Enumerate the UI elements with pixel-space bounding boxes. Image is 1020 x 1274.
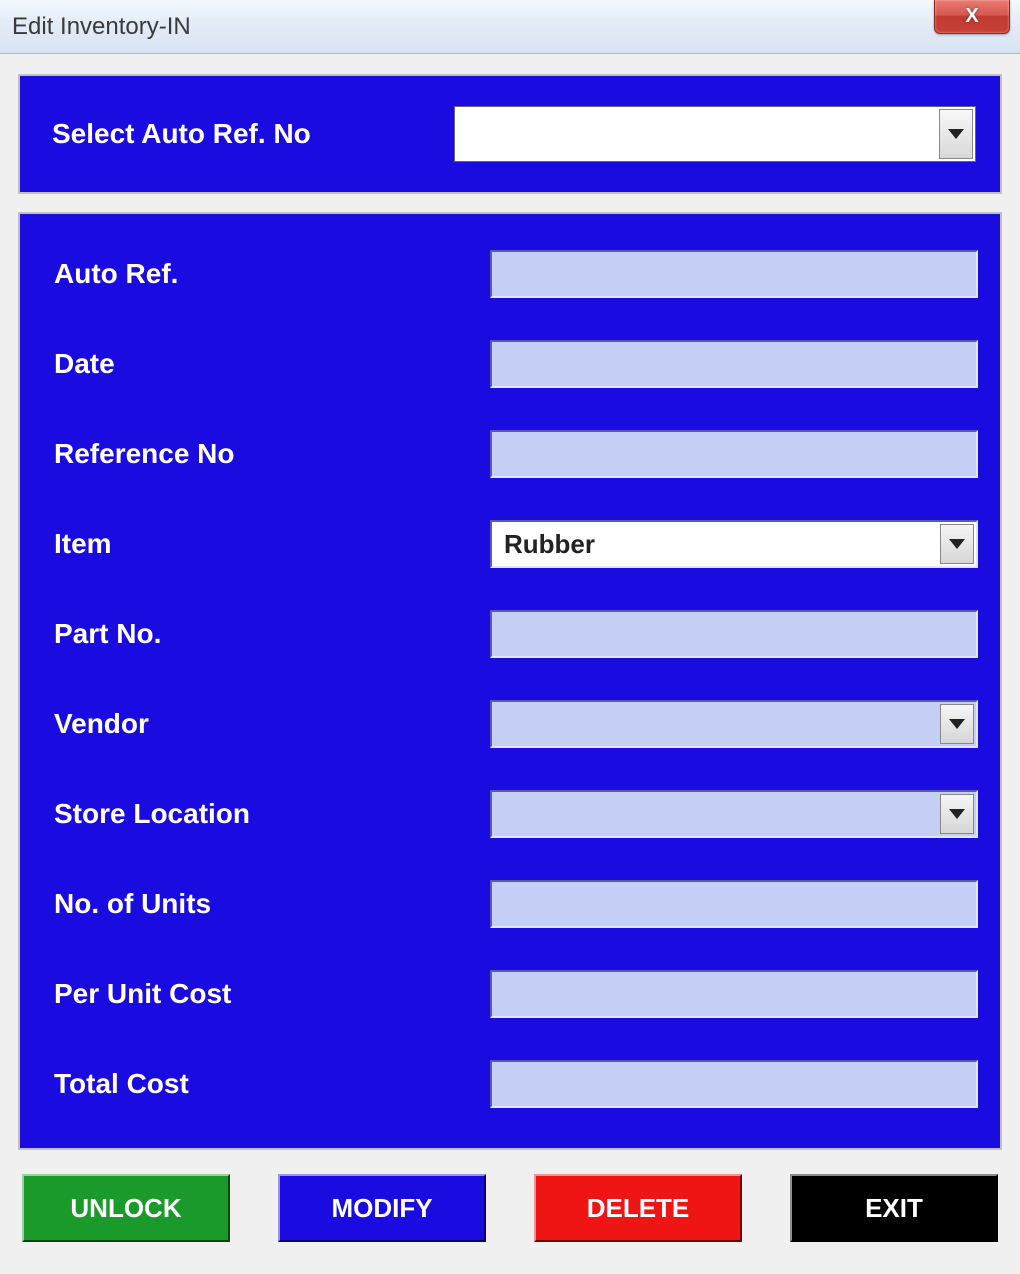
- input-total-cost[interactable]: [490, 1060, 978, 1108]
- exit-button[interactable]: EXIT: [790, 1174, 998, 1242]
- close-button[interactable]: X: [934, 0, 1010, 34]
- combo-item[interactable]: Rubber: [490, 520, 978, 568]
- label-date: Date: [50, 348, 490, 380]
- row-part-no: Part No.: [50, 608, 978, 660]
- label-units: No. of Units: [50, 888, 490, 920]
- label-total-cost: Total Cost: [50, 1068, 490, 1100]
- row-item: Item Rubber: [50, 518, 978, 570]
- select-ref-combo[interactable]: [454, 106, 976, 162]
- input-unit-cost[interactable]: [490, 970, 978, 1018]
- titlebar: Edit Inventory-IN X: [0, 0, 1020, 54]
- select-ref-panel: Select Auto Ref. No: [18, 74, 1002, 194]
- row-total-cost: Total Cost: [50, 1058, 978, 1110]
- button-row: UNLOCK MODIFY DELETE EXIT: [18, 1174, 1002, 1242]
- modify-button[interactable]: MODIFY: [278, 1174, 486, 1242]
- label-vendor: Vendor: [50, 708, 490, 740]
- window-body: Select Auto Ref. No Auto Ref. Date Refer…: [0, 54, 1020, 1274]
- row-reference-no: Reference No: [50, 428, 978, 480]
- combo-store-location[interactable]: [490, 790, 978, 838]
- combo-vendor[interactable]: [490, 700, 978, 748]
- row-auto-ref: Auto Ref.: [50, 248, 978, 300]
- delete-button[interactable]: DELETE: [534, 1174, 742, 1242]
- input-date[interactable]: [490, 340, 978, 388]
- chevron-down-icon[interactable]: [939, 109, 973, 159]
- combo-item-value: Rubber: [504, 529, 595, 560]
- chevron-down-icon[interactable]: [940, 704, 974, 744]
- label-store-location: Store Location: [50, 798, 490, 830]
- input-auto-ref[interactable]: [490, 250, 978, 298]
- label-unit-cost: Per Unit Cost: [50, 978, 490, 1010]
- input-part-no[interactable]: [490, 610, 978, 658]
- label-reference-no: Reference No: [50, 438, 490, 470]
- input-units[interactable]: [490, 880, 978, 928]
- chevron-down-icon[interactable]: [940, 524, 974, 564]
- select-ref-label: Select Auto Ref. No: [34, 118, 454, 150]
- input-reference-no[interactable]: [490, 430, 978, 478]
- row-date: Date: [50, 338, 978, 390]
- label-part-no: Part No.: [50, 618, 490, 650]
- label-item: Item: [50, 528, 490, 560]
- form-panel: Auto Ref. Date Reference No Item Rubber …: [18, 212, 1002, 1150]
- row-store-location: Store Location: [50, 788, 978, 840]
- window-title: Edit Inventory-IN: [12, 13, 191, 41]
- row-units: No. of Units: [50, 878, 978, 930]
- close-icon: X: [965, 5, 978, 28]
- row-vendor: Vendor: [50, 698, 978, 750]
- unlock-button[interactable]: UNLOCK: [22, 1174, 230, 1242]
- label-auto-ref: Auto Ref.: [50, 258, 490, 290]
- row-unit-cost: Per Unit Cost: [50, 968, 978, 1020]
- chevron-down-icon[interactable]: [940, 794, 974, 834]
